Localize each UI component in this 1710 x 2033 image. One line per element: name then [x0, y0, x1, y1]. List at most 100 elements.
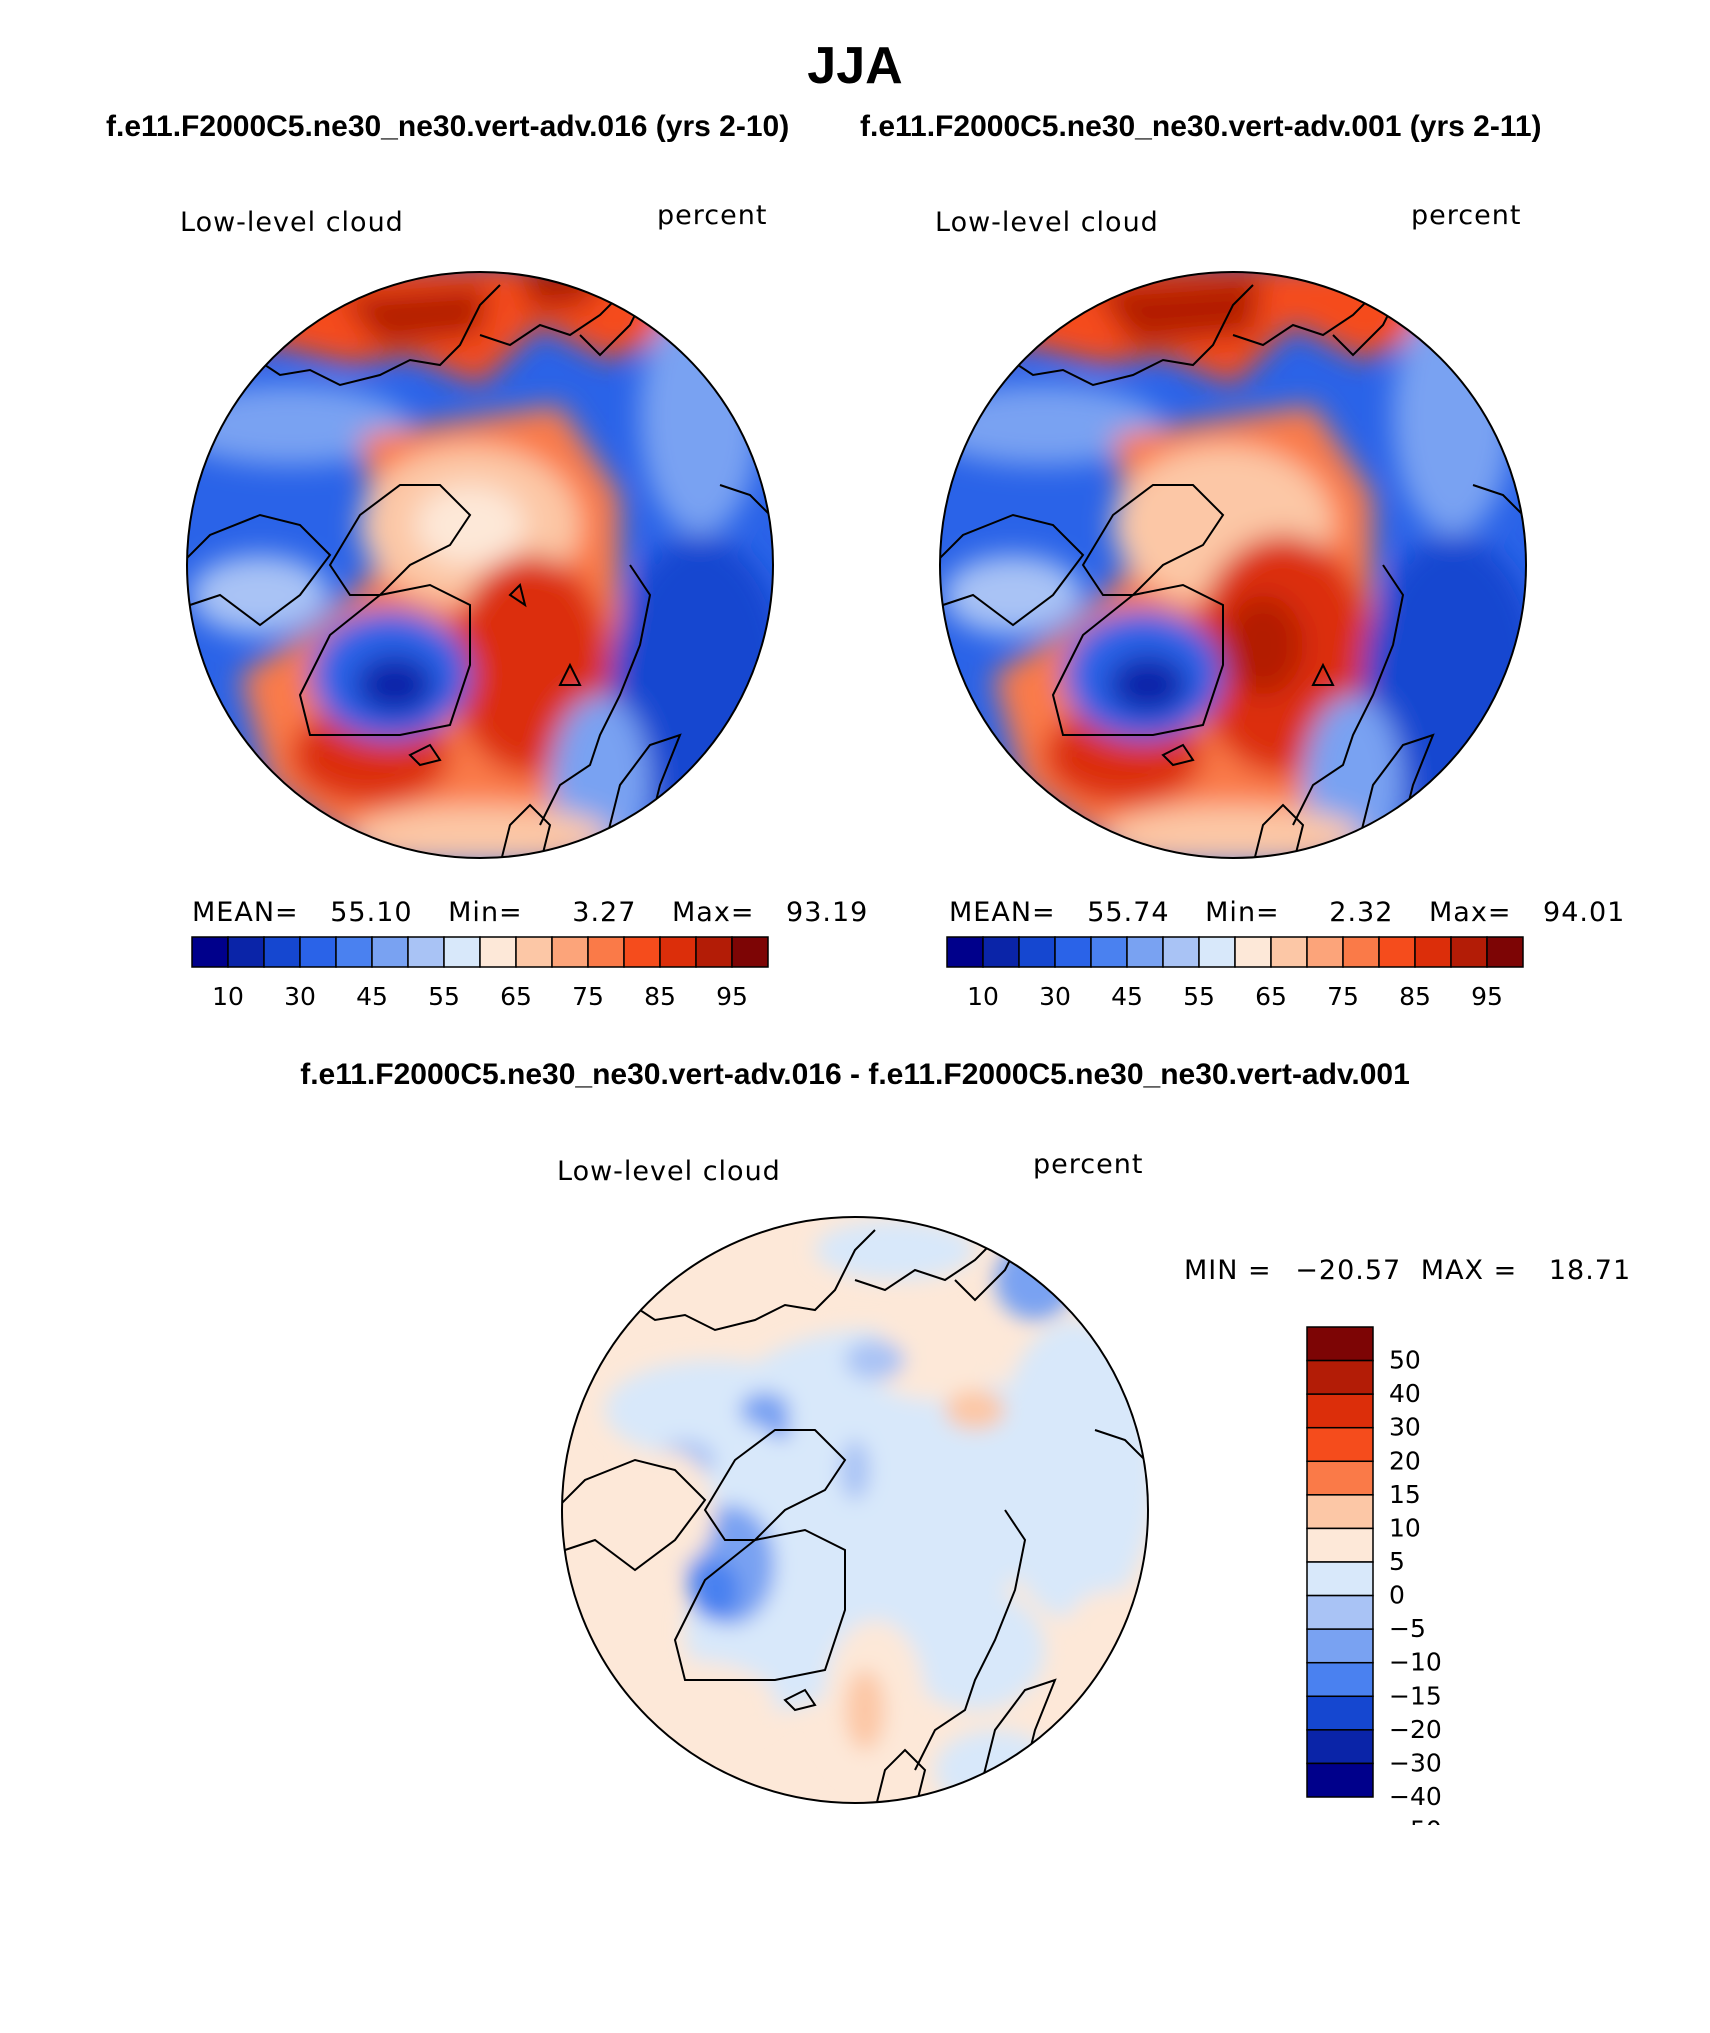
right-colorbar-box — [1126, 936, 1164, 968]
right-mean-value: 55.74 — [1087, 897, 1170, 928]
left-colorbar-box — [263, 936, 301, 968]
difference-colorbar-box — [1306, 1393, 1374, 1429]
left-polar-map — [186, 271, 774, 859]
right-colorbar-tick-label: 30 — [1039, 982, 1071, 1011]
right-colorbar-tick-label: 95 — [1471, 982, 1503, 1011]
right-colorbar-box — [1018, 936, 1056, 968]
right-colorbar-tick-label: 85 — [1399, 982, 1431, 1011]
right-colorbar-box — [1306, 936, 1344, 968]
difference-colorbar-tick-label: −50 — [1389, 1816, 1442, 1825]
right-colorbar-tick-label: 65 — [1255, 982, 1287, 1011]
difference-min-value: −20.57 — [1295, 1255, 1402, 1286]
difference-colorbar-tick-label: −15 — [1389, 1681, 1442, 1710]
left-colorbar-tick-label: 55 — [428, 982, 460, 1011]
left-max-label: Max= — [672, 897, 755, 928]
difference-colorbar-box — [1306, 1426, 1374, 1463]
left-colorbar-tick-label: 45 — [356, 982, 388, 1011]
right-units-label: percent — [1411, 200, 1522, 231]
difference-colorbar-box — [1306, 1729, 1374, 1765]
right-colorbar-box — [1198, 936, 1236, 968]
left-colorbar-box — [515, 936, 553, 968]
difference-colorbar-tick-label: −10 — [1389, 1648, 1442, 1677]
right-max-value: 94.01 — [1543, 897, 1626, 928]
right-colorbar-tick-label: 75 — [1327, 982, 1359, 1011]
left-colorbar-box — [623, 936, 661, 968]
difference-colorbar-box — [1306, 1594, 1374, 1630]
left-min-label: Min= — [448, 897, 523, 928]
right-colorbar-tick-label: 55 — [1183, 982, 1215, 1011]
right-mean-label: MEAN= — [949, 897, 1056, 928]
right-min-value: 2.32 — [1329, 897, 1394, 928]
right-colorbar-tick-label: 10 — [967, 982, 999, 1011]
right-colorbar: 10 30 45 55 65 75 85 95 — [946, 936, 1524, 1011]
difference-colorbar-tick-label: 5 — [1389, 1547, 1405, 1576]
difference-title: f.e11.F2000C5.ne30_ne30.vert-adv.016 - f… — [300, 1058, 1410, 1091]
left-colorbar-tick-label: 30 — [284, 982, 316, 1011]
left-colorbar-box — [587, 936, 625, 968]
left-colorbar-box — [479, 936, 517, 968]
difference-max-value: 18.71 — [1548, 1255, 1632, 1286]
left-colorbar: 10 30 45 55 65 75 85 95 — [191, 936, 769, 1011]
difference-colorbar-box — [1306, 1460, 1374, 1496]
right-case-title: f.e11.F2000C5.ne30_ne30.vert-adv.001 (yr… — [860, 110, 1542, 143]
right-stats: MEAN= 55.74 Min= 2.32 Max= 94.01 — [949, 897, 1625, 928]
right-colorbar-box — [1162, 936, 1200, 968]
difference-colorbar-box — [1306, 1661, 1374, 1698]
left-colorbar-tick-label: 65 — [500, 982, 532, 1011]
left-colorbar-tick-label: 10 — [212, 982, 244, 1011]
difference-units-label: percent — [1033, 1149, 1144, 1180]
left-variable-label: Low-level cloud — [180, 207, 404, 238]
left-colorbar-tick-label: 85 — [644, 982, 676, 1011]
left-max-value: 93.19 — [786, 897, 869, 928]
left-colorbar-box — [551, 936, 589, 968]
difference-colorbar-tick-label: 15 — [1389, 1480, 1421, 1509]
right-colorbar-box — [946, 936, 984, 968]
left-case-title: f.e11.F2000C5.ne30_ne30.vert-adv.016 (yr… — [106, 110, 790, 143]
difference-colorbar-box — [1306, 1326, 1374, 1362]
difference-min-label: MIN = — [1184, 1255, 1272, 1286]
difference-variable-label: Low-level cloud — [557, 1156, 781, 1187]
difference-colorbar-tick-label: 30 — [1389, 1413, 1421, 1442]
left-colorbar-tick-label: 95 — [716, 982, 748, 1011]
right-colorbar-box — [982, 936, 1020, 968]
left-mean-label: MEAN= — [192, 897, 299, 928]
left-colorbar-tick-label: 75 — [572, 982, 604, 1011]
left-colorbar-box — [443, 936, 481, 968]
difference-colorbar-box — [1306, 1628, 1374, 1664]
right-min-label: Min= — [1205, 897, 1280, 928]
left-mean-value: 55.10 — [330, 897, 413, 928]
left-colorbar-box — [227, 936, 265, 968]
difference-colorbar-tick-label: 0 — [1389, 1581, 1405, 1610]
difference-polar-map — [561, 1216, 1149, 1804]
right-colorbar-tick-label: 45 — [1111, 982, 1143, 1011]
difference-colorbar-box — [1306, 1695, 1374, 1731]
left-colorbar-box — [191, 936, 229, 968]
difference-colorbar-box — [1306, 1494, 1374, 1530]
right-colorbar-box — [1450, 936, 1488, 968]
difference-colorbar-box — [1306, 1561, 1374, 1597]
difference-colorbar-tick-label: 20 — [1389, 1446, 1421, 1475]
left-colorbar-box — [695, 936, 733, 968]
figure-title: JJA — [807, 37, 903, 95]
difference-colorbar-tick-label: −30 — [1389, 1748, 1442, 1777]
difference-max-label: MAX = — [1420, 1255, 1518, 1286]
right-colorbar-box — [1234, 936, 1272, 968]
right-colorbar-box — [1090, 936, 1128, 968]
difference-colorbar-tick-label: 10 — [1389, 1513, 1421, 1542]
right-polar-map — [939, 271, 1527, 859]
difference-colorbar-box — [1306, 1762, 1374, 1798]
left-colorbar-box — [731, 936, 769, 968]
right-max-label: Max= — [1429, 897, 1512, 928]
left-colorbar-box — [299, 936, 337, 968]
left-stats: MEAN= 55.10 Min= 3.27 Max= 93.19 — [192, 897, 868, 928]
right-variable-label: Low-level cloud — [935, 207, 1159, 238]
difference-colorbar-tick-label: −40 — [1389, 1782, 1442, 1811]
left-colorbar-box — [407, 936, 445, 968]
left-units-label: percent — [657, 200, 768, 231]
right-colorbar-box — [1054, 936, 1092, 968]
difference-colorbar-tick-label: −5 — [1389, 1614, 1426, 1643]
left-colorbar-box — [659, 936, 697, 968]
right-colorbar-box — [1486, 936, 1524, 968]
right-colorbar-box — [1414, 936, 1452, 968]
